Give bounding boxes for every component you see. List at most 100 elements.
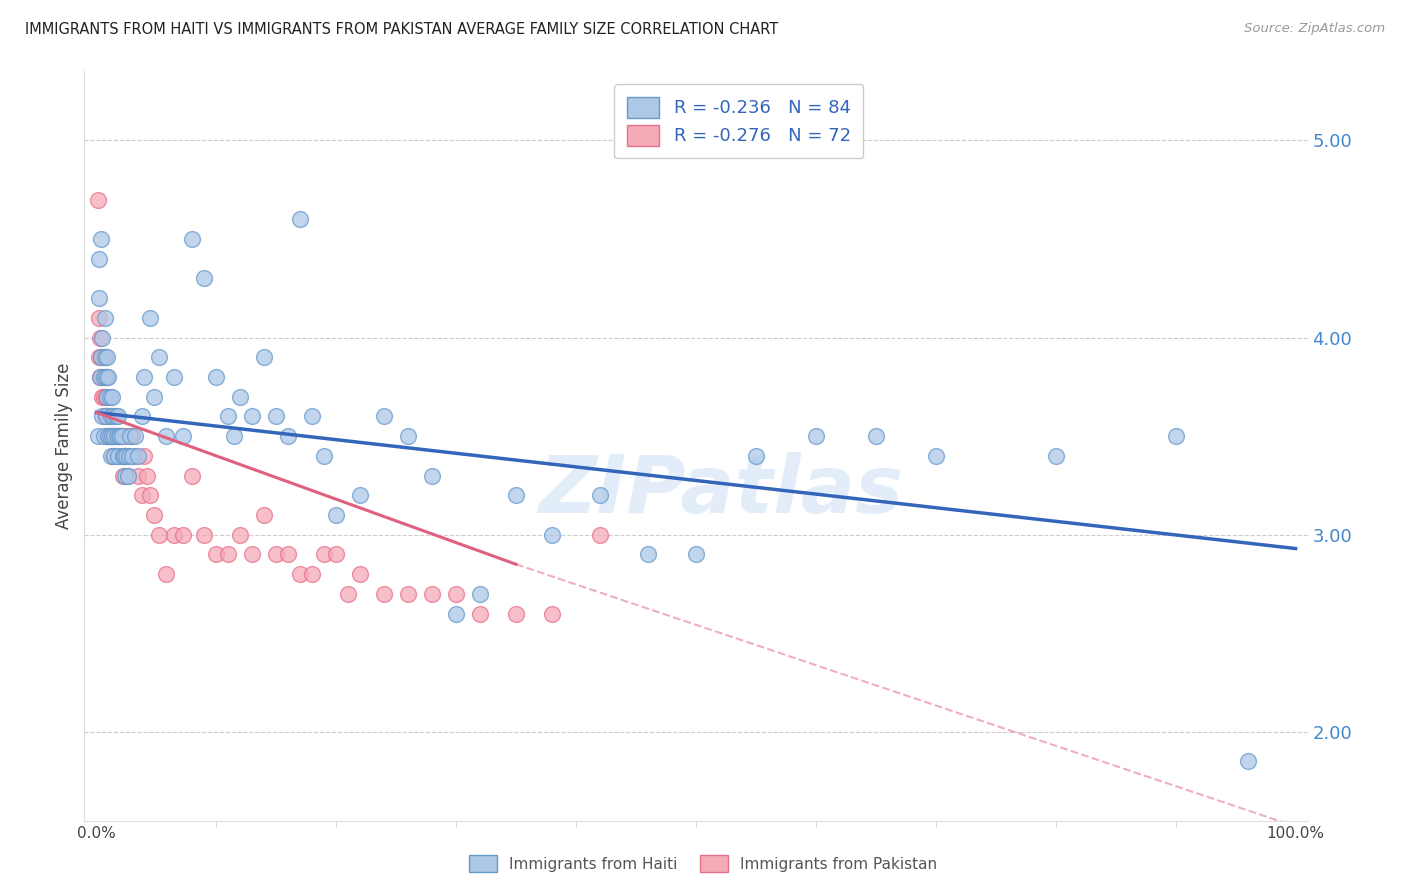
- Point: [373, 409, 395, 424]
- Point: [107, 409, 129, 424]
- Point: [93, 351, 115, 365]
- Point: [541, 527, 564, 541]
- Point: [325, 508, 347, 522]
- Point: [172, 527, 194, 541]
- Point: [118, 429, 141, 443]
- Point: [98, 429, 121, 443]
- Point: [104, 429, 127, 443]
- Point: [110, 429, 132, 443]
- Point: [93, 429, 115, 443]
- Point: [865, 429, 887, 443]
- Point: [172, 429, 194, 443]
- Point: [444, 607, 467, 621]
- Point: [804, 429, 827, 443]
- Point: [108, 429, 131, 443]
- Point: [90, 351, 112, 365]
- Point: [110, 429, 132, 443]
- Point: [139, 488, 162, 502]
- Point: [148, 527, 170, 541]
- Point: [290, 567, 312, 582]
- Point: [155, 567, 177, 582]
- Point: [301, 567, 323, 582]
- Point: [90, 351, 112, 365]
- Point: [396, 587, 419, 601]
- Point: [86, 429, 108, 443]
- Point: [103, 449, 125, 463]
- Point: [193, 527, 215, 541]
- Point: [107, 449, 129, 463]
- Point: [155, 429, 177, 443]
- Legend: R = -0.236   N = 84, R = -0.276   N = 72: R = -0.236 N = 84, R = -0.276 N = 72: [614, 84, 863, 159]
- Point: [96, 351, 118, 365]
- Point: [253, 351, 276, 365]
- Point: [105, 449, 128, 463]
- Point: [98, 390, 121, 404]
- Point: [100, 429, 122, 443]
- Point: [117, 468, 139, 483]
- Point: [277, 429, 299, 443]
- Point: [97, 370, 120, 384]
- Point: [96, 370, 118, 384]
- Point: [127, 449, 149, 463]
- Point: [589, 527, 612, 541]
- Point: [217, 548, 239, 562]
- Point: [94, 390, 117, 404]
- Point: [96, 390, 118, 404]
- Point: [134, 449, 156, 463]
- Point: [111, 449, 134, 463]
- Point: [217, 409, 239, 424]
- Point: [97, 409, 120, 424]
- Point: [93, 310, 117, 325]
- Point: [420, 587, 443, 601]
- Point: [101, 409, 124, 424]
- Point: [396, 429, 419, 443]
- Point: [205, 548, 228, 562]
- Point: [337, 587, 360, 601]
- Point: [277, 548, 299, 562]
- Legend: Immigrants from Haiti, Immigrants from Pakistan: Immigrants from Haiti, Immigrants from P…: [461, 847, 945, 880]
- Point: [97, 429, 120, 443]
- Point: [349, 488, 371, 502]
- Point: [685, 548, 707, 562]
- Point: [97, 429, 120, 443]
- Point: [100, 409, 122, 424]
- Point: [264, 409, 287, 424]
- Point: [87, 252, 110, 266]
- Point: [468, 587, 491, 601]
- Point: [91, 409, 114, 424]
- Point: [505, 488, 527, 502]
- Point: [89, 330, 111, 344]
- Point: [637, 548, 659, 562]
- Point: [112, 449, 135, 463]
- Point: [101, 449, 124, 463]
- Point: [181, 232, 204, 246]
- Text: ZIPatlas: ZIPatlas: [538, 452, 903, 530]
- Point: [118, 429, 141, 443]
- Point: [181, 468, 204, 483]
- Point: [104, 409, 127, 424]
- Point: [89, 370, 111, 384]
- Point: [134, 370, 156, 384]
- Point: [193, 271, 215, 285]
- Point: [114, 429, 136, 443]
- Point: [121, 429, 143, 443]
- Point: [301, 409, 323, 424]
- Point: [131, 488, 153, 502]
- Point: [107, 429, 129, 443]
- Point: [163, 527, 186, 541]
- Point: [87, 351, 110, 365]
- Point: [118, 449, 141, 463]
- Point: [101, 429, 124, 443]
- Point: [101, 390, 124, 404]
- Point: [103, 429, 125, 443]
- Point: [94, 409, 117, 424]
- Point: [103, 429, 125, 443]
- Point: [314, 449, 336, 463]
- Point: [1164, 429, 1187, 443]
- Point: [589, 488, 612, 502]
- Point: [101, 429, 124, 443]
- Point: [93, 370, 115, 384]
- Point: [745, 449, 768, 463]
- Point: [89, 370, 111, 384]
- Y-axis label: Average Family Size: Average Family Size: [55, 363, 73, 529]
